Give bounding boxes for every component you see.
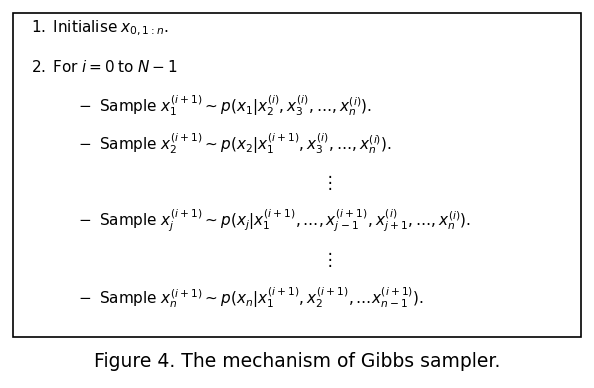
FancyBboxPatch shape [13,13,581,336]
Text: $2.\;\text{For}\;i=0\;\text{to}\;N-1$: $2.\;\text{For}\;i=0\;\text{to}\;N-1$ [31,59,178,75]
Text: Figure 4. The mechanism of Gibbs sampler.: Figure 4. The mechanism of Gibbs sampler… [94,352,500,371]
Text: $-\;\;\text{Sample}\;x_n^{(i+1)} \sim p(x_n|x_1^{(i+1)},x_2^{(i+1)},\ldots x_{n-: $-\;\;\text{Sample}\;x_n^{(i+1)} \sim p(… [78,286,424,310]
Text: $-\;\;\text{Sample}\;x_1^{(i+1)} \sim p(x_1|x_2^{(i)},x_3^{(i)},\ldots,x_n^{(i)}: $-\;\;\text{Sample}\;x_1^{(i+1)} \sim p(… [78,93,372,118]
Text: $-\;\;\text{Sample}\;x_j^{(i+1)} \sim p(x_j|x_1^{(i+1)},\ldots,x_{j-1}^{(i+1)},x: $-\;\;\text{Sample}\;x_j^{(i+1)} \sim p(… [78,208,472,234]
Text: $-\;\;\text{Sample}\;x_2^{(i+1)} \sim p(x_2|x_1^{(i+1)},x_3^{(i)},\ldots,x_n^{(i: $-\;\;\text{Sample}\;x_2^{(i+1)} \sim p(… [78,132,392,156]
Text: $1.\;\text{Initialise}\;x_{0,1:n}.$: $1.\;\text{Initialise}\;x_{0,1:n}.$ [31,19,169,38]
Text: $\vdots$: $\vdots$ [321,173,332,192]
Text: $\vdots$: $\vdots$ [321,250,332,269]
